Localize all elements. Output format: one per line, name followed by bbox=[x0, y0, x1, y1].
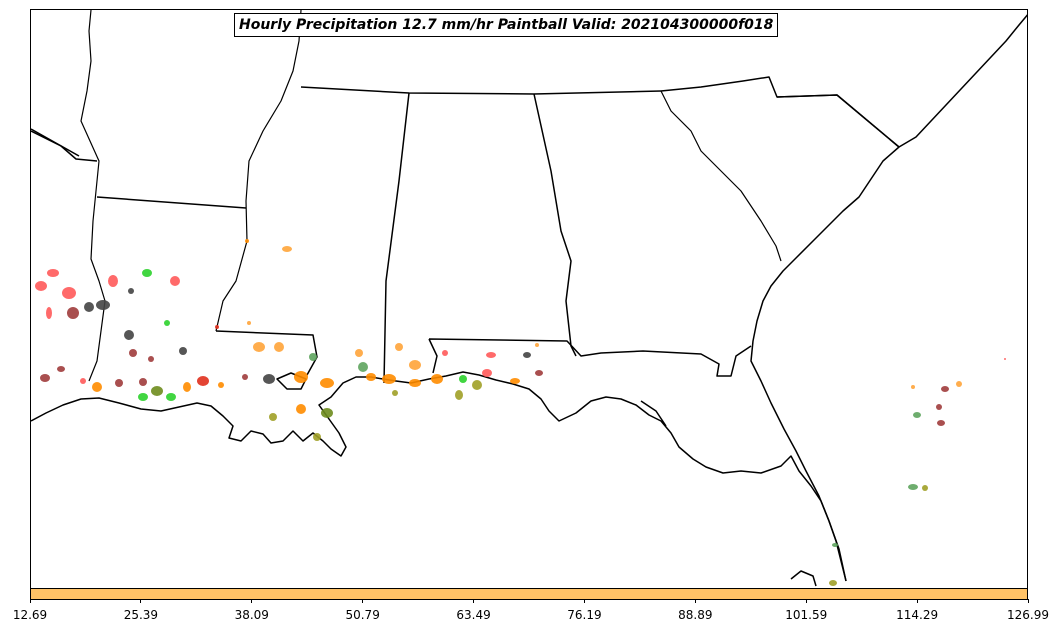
border-ms-al bbox=[383, 92, 410, 384]
colorbar-tick-label: 12.69 bbox=[12, 608, 48, 622]
colorbar-tick-mark bbox=[1027, 599, 1029, 603]
lake-pontchartrain bbox=[276, 372, 307, 390]
atlantic-coastline bbox=[750, 14, 1027, 582]
border-tn bbox=[300, 86, 662, 95]
border-ga-sc bbox=[660, 76, 900, 148]
colorbar-tick-label: 101.59 bbox=[785, 608, 828, 622]
colorbar-tick-mark bbox=[473, 599, 475, 603]
border-ga-sc-river bbox=[660, 90, 782, 262]
colorbar-tick-label: 38.09 bbox=[234, 608, 269, 622]
colorbar-tick-label: 25.39 bbox=[123, 608, 159, 622]
border-nc-sc bbox=[776, 94, 900, 148]
border-la-ms bbox=[215, 330, 318, 376]
colorbar-tick-mark bbox=[805, 599, 807, 603]
colorbar-tick-mark bbox=[583, 599, 585, 603]
lake-okeechobee bbox=[790, 570, 817, 587]
colorbar-tick-label: 126.99 bbox=[1007, 608, 1049, 622]
florida-panhandle-bay bbox=[640, 400, 667, 427]
colorbar-tick-label: 114.29 bbox=[896, 608, 939, 622]
colorbar-tick-mark bbox=[251, 599, 253, 603]
colorbar-tick-mark bbox=[694, 599, 696, 603]
colorbar-tick-mark bbox=[362, 599, 364, 603]
gulf-coastline-west bbox=[31, 371, 847, 582]
colorbar-tick-mark bbox=[916, 599, 918, 603]
colorbar-tick-mark bbox=[29, 599, 31, 603]
colorbar-tick-label: 76.19 bbox=[567, 608, 602, 622]
map-panel bbox=[30, 9, 1028, 589]
colorbar-tick-label: 88.89 bbox=[678, 608, 713, 622]
border-ar-la bbox=[96, 196, 247, 209]
basemap bbox=[31, 10, 1027, 587]
colorbar bbox=[30, 588, 1028, 600]
border-mo-ar bbox=[31, 128, 80, 157]
mississippi-river-east bbox=[215, 10, 302, 332]
map-title: Hourly Precipitation 12.7 mm/hr Paintbal… bbox=[234, 13, 779, 37]
border-ky-tn bbox=[31, 130, 98, 162]
colorbar-tick-mark bbox=[140, 599, 142, 603]
colorbar-tick-label: 63.49 bbox=[456, 608, 491, 622]
mississippi-river bbox=[80, 10, 106, 382]
border-al-fl bbox=[428, 338, 752, 377]
border-al-ga bbox=[533, 93, 577, 357]
colorbar-tick-label: 50.79 bbox=[345, 608, 380, 622]
